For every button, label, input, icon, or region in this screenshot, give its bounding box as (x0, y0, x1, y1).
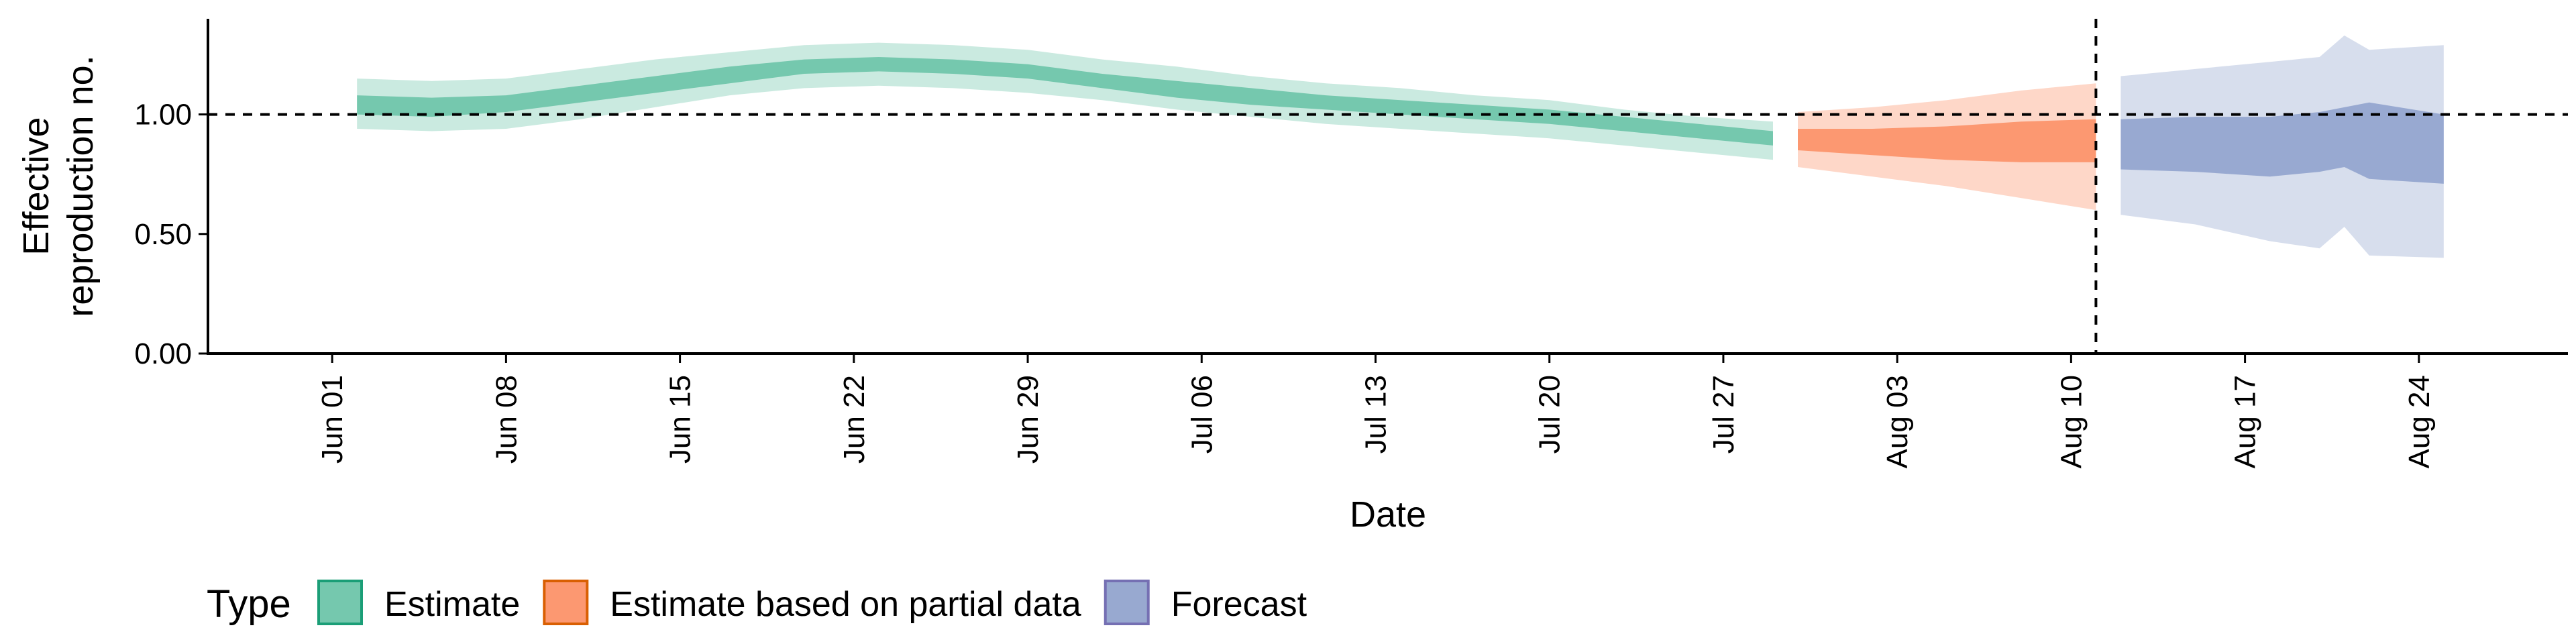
x-tick-label: Aug 03 (1881, 375, 1914, 468)
x-tick-label: Aug 17 (2229, 375, 2262, 468)
x-tick-label: Jun 15 (664, 375, 697, 464)
y-axis-title-line-1: Effective (16, 117, 56, 255)
x-tick-label: Aug 24 (2403, 375, 2436, 468)
x-tick-label: Jul 06 (1185, 375, 1218, 453)
interval-bands (357, 35, 2444, 258)
y-tick-label: 0.50 (134, 218, 192, 251)
legend: Type Estimate Estimate based on partial d… (207, 580, 1307, 626)
legend-title: Type (207, 582, 291, 626)
y-tick-label: 0.00 (134, 337, 192, 370)
legend-swatch (543, 580, 589, 625)
legend-swatch (1104, 580, 1150, 625)
y-axis-title-line-2: reproduction no. (60, 55, 101, 317)
legend-label: Estimate (384, 585, 520, 624)
x-tick-label: Jun 22 (838, 375, 871, 464)
x-axis-title: Date (1350, 494, 1426, 535)
legend-label: Estimate based on partial data (610, 585, 1081, 624)
legend-label: Forecast (1171, 585, 1307, 624)
y-tick-label: 1.00 (134, 99, 192, 131)
axes: 0.00 0.50 1.00 Jun 01 Jun 08 Jun 15 Jun 22 Jun … (134, 19, 2568, 468)
reference-lines (208, 19, 2568, 354)
x-tick-label: Jun 08 (490, 375, 523, 464)
band-50-series-0 (357, 57, 1774, 146)
x-tick-label: Jul 27 (1707, 375, 1740, 453)
x-tick-label: Jun 01 (316, 375, 349, 464)
band-50-series-2 (2121, 102, 2444, 184)
x-tick-label: Jun 29 (1012, 375, 1044, 464)
x-tick-label: Jul 20 (1534, 375, 1566, 453)
legend-swatch (317, 580, 363, 625)
band-50-series-1 (1798, 119, 2096, 162)
x-tick-label: Jul 13 (1359, 375, 1392, 453)
x-tick-label: Aug 10 (2055, 375, 2088, 468)
